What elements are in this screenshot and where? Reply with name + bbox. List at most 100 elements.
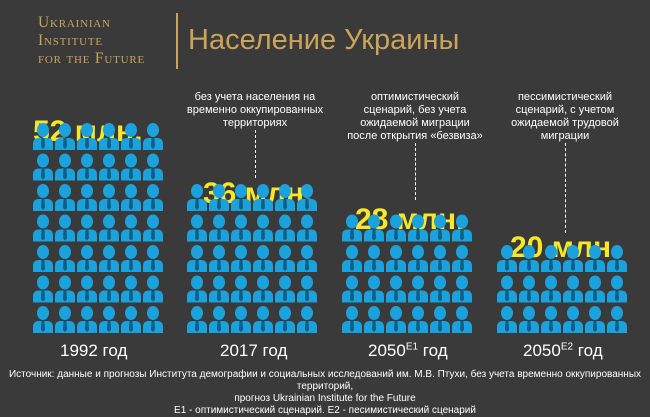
- person-icon: [408, 306, 428, 333]
- person-icon: [121, 123, 141, 150]
- person-icon: [497, 306, 517, 333]
- person-icon: [77, 184, 97, 211]
- person-icon: [77, 245, 97, 272]
- person-icon: [386, 214, 406, 242]
- person-icon: [430, 214, 450, 242]
- institute-logo: Ukrainian Institute for the Future: [38, 14, 145, 68]
- person-icon: [231, 275, 251, 303]
- person-icon: [364, 245, 384, 272]
- person-icon: [275, 184, 295, 211]
- person-icon: [33, 214, 53, 242]
- person-icon: [33, 245, 53, 272]
- note-connector-2017: [255, 130, 256, 178]
- person-icon: [585, 306, 605, 333]
- year-text-2050-e1: 2050: [368, 341, 406, 360]
- year-text-1992: 1992 год: [60, 341, 128, 360]
- person-icon: [297, 214, 317, 242]
- note-connector-2050-e1: [415, 143, 416, 200]
- bar-1992: [33, 123, 163, 333]
- person-icon: [607, 275, 627, 303]
- year-label-2050-e1: 2050E1 год: [368, 341, 448, 361]
- person-icon: [33, 184, 53, 211]
- person-icon: [386, 275, 406, 303]
- person-icon: [55, 123, 75, 150]
- person-icon: [364, 275, 384, 303]
- year-sup-2050-e2: E2: [560, 341, 574, 353]
- person-icon: [430, 245, 450, 272]
- person-icon: [77, 153, 97, 181]
- year-text-2050-e2: 2050: [523, 341, 561, 360]
- person-icon: [121, 214, 141, 242]
- person-icon: [253, 275, 273, 303]
- person-icon: [253, 184, 273, 211]
- person-icon: [99, 123, 119, 150]
- person-icon: [55, 214, 75, 242]
- person-icon: [121, 153, 141, 181]
- person-icon: [209, 214, 229, 242]
- person-icon: [519, 245, 539, 272]
- person-icon: [497, 245, 517, 272]
- person-icon: [33, 275, 53, 303]
- person-icon: [121, 306, 141, 333]
- person-icon: [99, 275, 119, 303]
- person-icon: [541, 306, 561, 333]
- footer-line-3: E1 - оптимистический сценарий. E2 - песи…: [174, 405, 476, 416]
- person-icon: [55, 184, 75, 211]
- person-icon: [541, 245, 561, 272]
- person-icon: [55, 306, 75, 333]
- logo-line-3: for the Future: [38, 50, 146, 67]
- person-icon: [342, 245, 362, 272]
- person-icon: [386, 306, 406, 333]
- person-icon: [99, 153, 119, 181]
- note-2050-e1: оптимистический сценарий, без учета ожид…: [347, 91, 483, 142]
- person-icon: [497, 275, 517, 303]
- person-icon: [275, 275, 295, 303]
- person-icon: [55, 245, 75, 272]
- person-icon: [143, 245, 163, 272]
- person-icon: [121, 184, 141, 211]
- person-icon: [585, 245, 605, 272]
- person-icon: [342, 214, 362, 242]
- person-icon: [99, 184, 119, 211]
- bar-2050-e1: [342, 214, 472, 333]
- person-icon: [33, 306, 53, 333]
- person-icon: [143, 184, 163, 211]
- person-icon: [33, 153, 53, 181]
- person-icon: [386, 245, 406, 272]
- person-icon: [408, 245, 428, 272]
- person-icon: [209, 275, 229, 303]
- person-icon: [563, 245, 583, 272]
- person-icon: [33, 123, 53, 150]
- person-icon: [297, 245, 317, 272]
- bar-2050-e2: [497, 245, 627, 333]
- person-icon: [231, 214, 251, 242]
- person-icon: [55, 153, 75, 181]
- year-suffix-2050-e2: год: [573, 341, 603, 360]
- page-title: Население Украины: [188, 24, 460, 56]
- person-icon: [275, 214, 295, 242]
- person-icon: [342, 275, 362, 303]
- logo-line-2: Institute: [38, 32, 103, 49]
- person-icon: [143, 275, 163, 303]
- year-suffix-2050-e1: год: [418, 341, 448, 360]
- person-icon: [607, 306, 627, 333]
- person-icon: [275, 306, 295, 333]
- person-icon: [209, 245, 229, 272]
- person-icon: [408, 214, 428, 242]
- person-icon: [143, 214, 163, 242]
- person-icon: [99, 306, 119, 333]
- person-icon: [563, 275, 583, 303]
- person-icon: [209, 184, 229, 211]
- person-icon: [143, 123, 163, 150]
- person-icon: [452, 306, 472, 333]
- person-icon: [297, 306, 317, 333]
- person-icon: [452, 245, 472, 272]
- person-icon: [231, 184, 251, 211]
- person-icon: [253, 306, 273, 333]
- person-icon: [77, 214, 97, 242]
- person-icon: [364, 306, 384, 333]
- person-icon: [231, 306, 251, 333]
- bar-2017: [187, 184, 317, 333]
- note-2017: без учета населения на временно оккупиро…: [186, 91, 324, 129]
